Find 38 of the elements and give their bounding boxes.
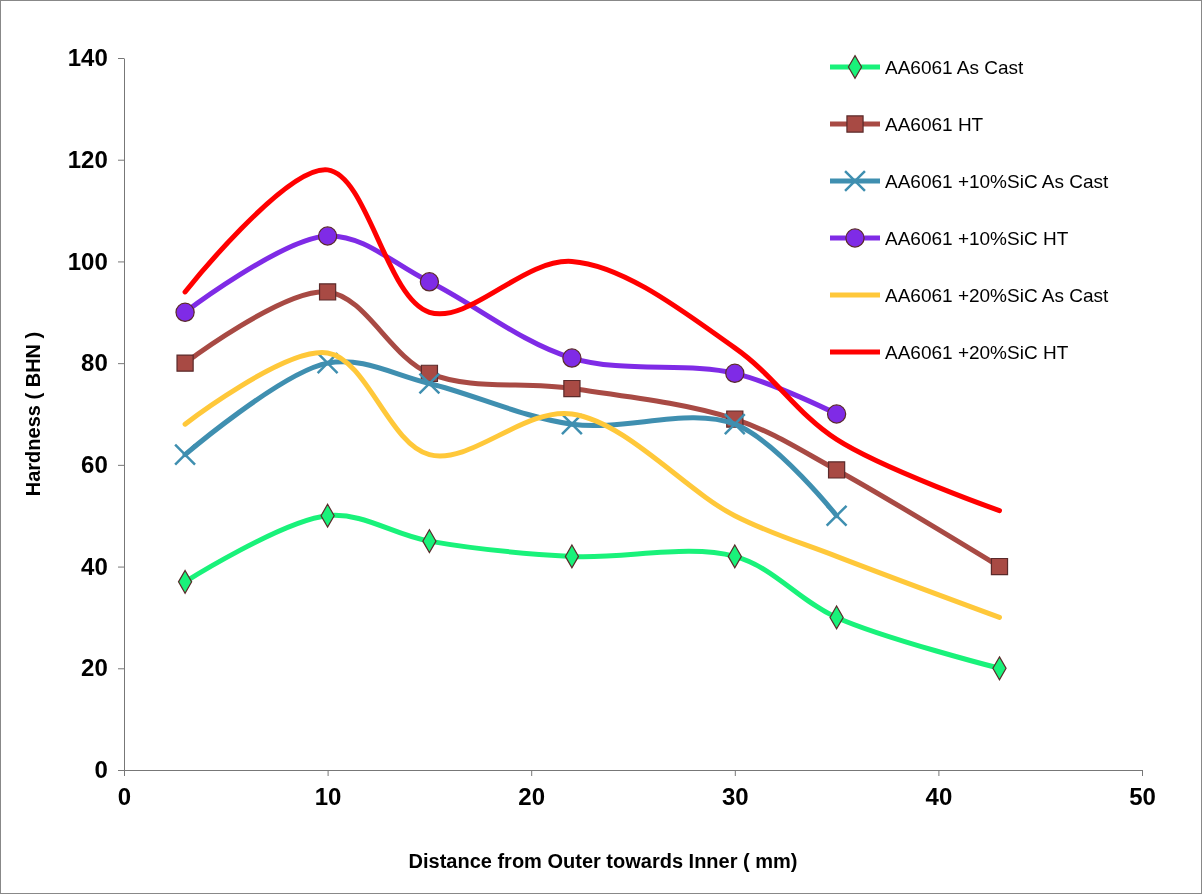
point [317,226,338,246]
legend-label: AA6061 +20%SiC As Cast [885,285,1110,306]
x-tick-label: 30 [721,783,749,811]
legend-label: AA6061 +10%SiC As Cast [885,171,1110,192]
y-tick-label: 100 [67,247,108,275]
legend-label: AA6061 As Cast [885,57,1025,78]
legend-label: AA6061 +20%SiC HT [885,342,1069,363]
y-tick-label: 20 [81,654,108,682]
point [175,302,195,322]
point [725,363,745,383]
y-axis-title: Hardness ( BHN ) [22,331,44,497]
point [418,372,441,395]
y-tick-label: 60 [81,451,108,479]
y-tick-label: 40 [81,552,108,580]
x-tick-label: 0 [117,783,132,811]
point [990,557,1009,576]
x-tick-label: 40 [925,783,953,811]
y-tick-label: 140 [67,44,108,72]
y-tick-label: 0 [94,756,108,784]
point [316,351,339,375]
point [318,283,337,301]
point [562,348,582,368]
point [563,379,581,398]
x-tick-label: 20 [518,783,546,811]
point [723,412,746,436]
legend-label: AA6061 HT [885,114,984,135]
legend-label: AA6061 +10%SiC HT [885,228,1069,249]
point [176,354,194,372]
point [419,272,440,292]
x-tick-label: 50 [1129,783,1156,811]
y-tick-label: 80 [81,349,108,377]
x-axis-title: Distance from Outer towards Inner ( mm) [408,850,798,872]
x-tick-label: 10 [314,783,342,811]
point [827,461,846,479]
point [825,504,848,527]
point [826,404,847,424]
y-tick-label: 120 [67,145,108,173]
point [173,443,197,466]
